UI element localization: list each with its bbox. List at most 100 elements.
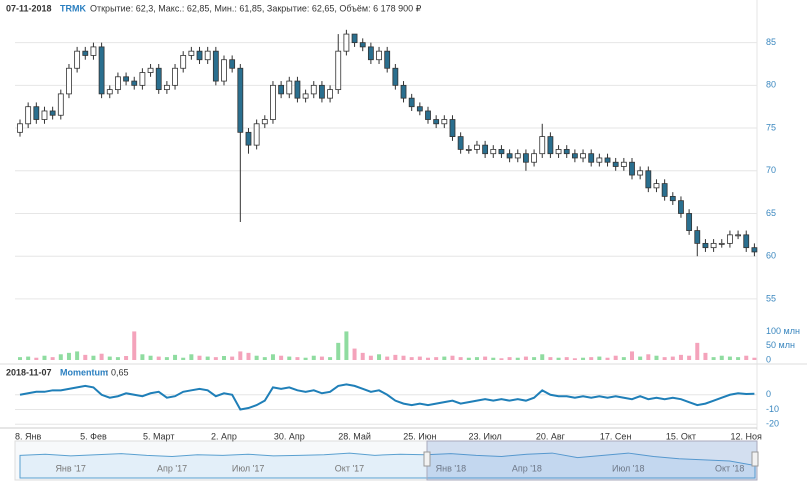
volume-bar: [58, 354, 63, 360]
candle-body: [270, 84, 276, 120]
volume-bar: [532, 357, 537, 360]
candle-body: [392, 67, 399, 86]
candle-body: [229, 59, 236, 69]
volume-bar: [213, 357, 218, 360]
volume-bar: [572, 358, 577, 360]
volume-bar: [556, 357, 561, 360]
candle-body: [441, 119, 448, 125]
candle-body: [196, 50, 203, 61]
navigator-label: Июл '18: [612, 463, 645, 473]
volume-bar: [695, 342, 700, 360]
y-tick-label: 0: [766, 354, 771, 364]
volume-bar: [156, 356, 161, 360]
candle-body: [90, 46, 97, 56]
candle-body: [416, 106, 423, 112]
volume-bar: [450, 355, 455, 360]
navigator-label: Янв '18: [436, 463, 466, 473]
candle-body: [596, 157, 603, 163]
volume-bar: [491, 357, 496, 360]
volume-bar: [434, 357, 439, 360]
volume-bar: [687, 355, 692, 360]
candle-body: [384, 50, 391, 69]
candle-body: [82, 50, 89, 56]
volume-bar: [205, 356, 210, 360]
x-tick-label: 23. Июл: [468, 431, 501, 441]
candle-body: [188, 50, 195, 56]
volume-bar: [270, 354, 275, 360]
candle-body: [506, 153, 513, 159]
candle-body: [669, 195, 676, 202]
candle-body: [212, 50, 219, 82]
volume-bar: [107, 356, 112, 360]
volume-bar: [507, 357, 512, 360]
momentum-current: : 0,65: [106, 367, 129, 377]
momentum-date: 2018-11-07: [6, 367, 52, 377]
x-tick-label: 17. Сен: [600, 431, 632, 441]
x-tick-label: 20. Авг: [536, 431, 566, 441]
header-ticker: TRMK: [60, 3, 86, 13]
volume-bar: [336, 342, 341, 360]
candle-body: [278, 84, 285, 95]
y-tick-label: 0: [766, 389, 771, 399]
volume-bar: [42, 355, 47, 360]
candle-body: [163, 84, 170, 91]
volume-bar: [246, 352, 251, 360]
volume-bar: [474, 357, 479, 360]
candle-body: [180, 55, 187, 69]
candle-body: [425, 110, 431, 120]
volume-bar: [303, 357, 308, 360]
candle-body: [327, 89, 333, 99]
candle-body: [465, 149, 472, 151]
volume-bar: [34, 357, 39, 360]
candle-body: [221, 59, 227, 82]
candle-body: [523, 153, 529, 163]
volume-bar: [564, 357, 569, 360]
volume-bar: [744, 355, 749, 360]
candle-body: [637, 170, 644, 176]
volume-bar: [523, 356, 528, 360]
volume-bar: [499, 358, 504, 360]
candle-body: [629, 161, 635, 176]
volume-bar: [703, 352, 708, 360]
candle-body: [678, 200, 684, 214]
candle-body: [367, 46, 374, 61]
candle-body: [457, 136, 464, 150]
volume-bar: [66, 352, 71, 360]
candle-body: [172, 67, 178, 86]
volume-bar: [91, 355, 96, 360]
volume-bar: [148, 355, 153, 360]
navigator[interactable]: Янв '17 Апр '17 Июл '17 Окт '17 Янв '18 Апр '…: [14, 440, 759, 481]
candle-body: [563, 149, 570, 155]
volume-bar: [115, 357, 120, 360]
volume-bar: [181, 357, 186, 360]
volume-bar: [18, 357, 22, 360]
candle-body: [718, 242, 725, 245]
volume-bar: [621, 357, 626, 360]
volume-bar: [646, 354, 651, 360]
volume-bar: [140, 354, 145, 360]
volume-bar: [597, 356, 602, 360]
candle-body: [449, 119, 456, 137]
y-tick-label: 50 млн: [766, 340, 795, 350]
volume-bar: [736, 357, 741, 360]
candle-body: [98, 46, 105, 95]
x-tick-label: 25. Июн: [403, 431, 436, 441]
volume-bar: [75, 351, 80, 360]
candle-body: [735, 234, 741, 237]
y-tick-label: 60: [766, 251, 776, 261]
navigator-label: Апр '18: [512, 463, 542, 473]
volume-bar: [124, 356, 129, 360]
y-tick-label: 75: [766, 122, 776, 132]
volume-bar: [548, 357, 553, 360]
candle-body: [33, 106, 40, 120]
candle-body: [498, 149, 505, 155]
candle-body: [25, 106, 32, 125]
candle-body: [237, 67, 244, 133]
y-tick-label: 70: [766, 165, 776, 175]
candle-body: [115, 76, 121, 91]
x-tick-label: 28. Май: [338, 431, 371, 441]
candle-body: [408, 97, 415, 108]
y-tick-label: 65: [766, 208, 776, 218]
volume-bar: [638, 356, 643, 360]
